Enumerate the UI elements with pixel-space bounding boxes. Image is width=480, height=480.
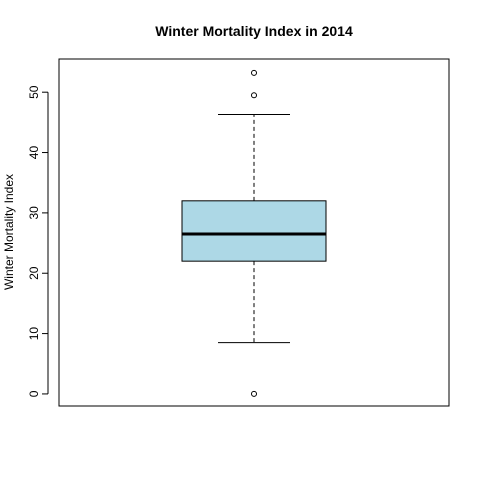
boxplot	[181, 69, 327, 397]
y-axis: 0 10 20 30 40 50	[27, 85, 49, 397]
outlier-point	[251, 92, 257, 99]
y-axis-label: Winter Mortality Index	[2, 174, 16, 290]
y-tick-label: 30	[27, 206, 41, 220]
outlier-point	[251, 69, 257, 76]
y-tick-label: 10	[27, 327, 41, 341]
y-tick-label: 50	[27, 85, 41, 99]
outlier-point	[251, 390, 257, 397]
y-tick-label: 20	[27, 266, 41, 280]
iqr-box	[181, 200, 327, 262]
plot-frame	[58, 58, 450, 407]
y-tick-label: 40	[27, 146, 41, 160]
chart-title: Winter Mortality Index in 2014	[155, 23, 353, 39]
y-tick-label: 0	[27, 390, 41, 397]
